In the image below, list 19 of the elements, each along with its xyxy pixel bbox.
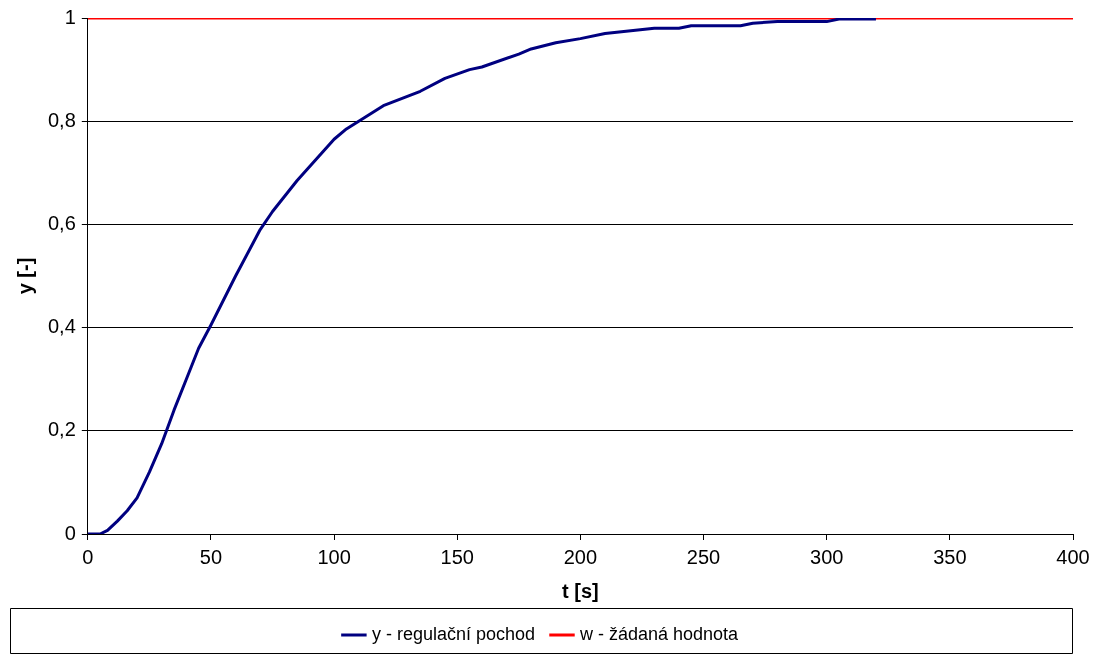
y-tick-label: 0,6 (47, 211, 76, 234)
x-tick-label: 300 (810, 545, 844, 568)
legend-label: w - žádaná hodnota (578, 623, 740, 644)
x-tick-label: 50 (199, 545, 223, 568)
y-tick-label: 0,2 (47, 418, 76, 441)
x-tick-label: 400 (1056, 545, 1090, 568)
y-tick-label: 1 (64, 5, 76, 28)
y-tick-label: 0,8 (47, 108, 76, 131)
y-tick-label: 0,4 (47, 315, 76, 338)
y-tick-label: 0 (64, 521, 76, 544)
x-axis-title: t [s] (562, 579, 599, 602)
x-tick-label: 200 (563, 545, 598, 568)
x-tick-label: 350 (933, 545, 967, 568)
y-axis-title: y [-] (13, 257, 36, 295)
x-tick-label: 250 (686, 545, 721, 568)
legend-label: y - regulační pochod (371, 623, 535, 644)
x-tick-label: 0 (82, 545, 94, 568)
x-tick-label: 150 (440, 545, 474, 568)
x-tick-label: 100 (317, 545, 351, 568)
